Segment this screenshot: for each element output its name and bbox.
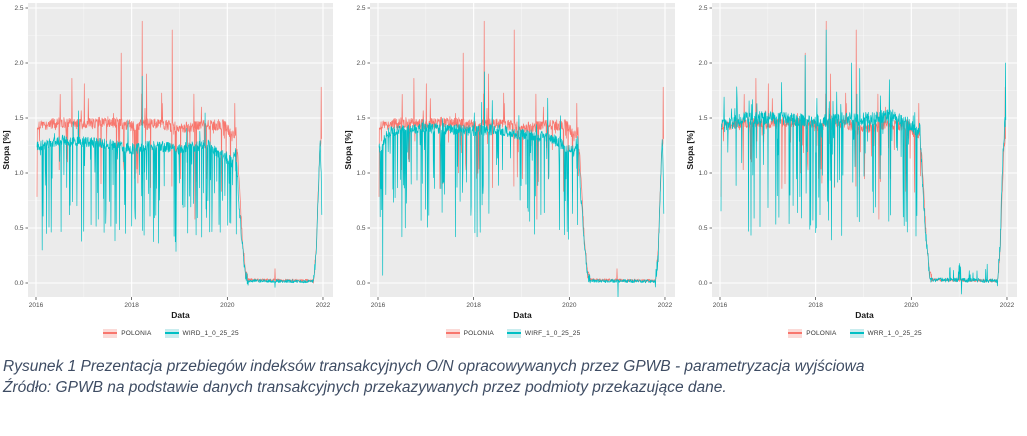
legend-item-polonia: POLONIA xyxy=(103,328,152,338)
y-tick-label: 2.0 xyxy=(356,60,365,67)
series-line-polonia xyxy=(36,20,323,284)
y-tick-label: 1.5 xyxy=(698,115,707,122)
chart-1-plot: 2016 2018 2020 2022 0.0 0.5 1.0 1.5 2.0 2.5 Data St… xyxy=(1,3,333,320)
chart-3: 2016 2018 2020 2022 0.0 0.5 1.0 1.5 2.0 2.5 Data St… xyxy=(684,0,1026,342)
series-line-wrr_1_0_25_25 xyxy=(720,29,1007,295)
x-tick-label: 2022 xyxy=(658,302,673,309)
chart-2-plot: 2016 2018 2020 2022 0.0 0.5 1.0 1.5 2.0 2.5 Data St… xyxy=(343,3,675,320)
caption-line-1: Rysunek 1 Prezentacja przebiegów indeksó… xyxy=(3,358,865,375)
x-tick-label: 2016 xyxy=(29,302,44,309)
y-tick-label: 1.0 xyxy=(698,170,707,177)
y-tick-label: 2.5 xyxy=(14,5,23,12)
y-tick-label: 2.0 xyxy=(14,60,23,67)
x-axis-title: Data xyxy=(855,310,874,320)
y-axis-title: Stopa [%] xyxy=(1,130,11,169)
legend-item-wrr_1_0_25_25: WRR_1_0_25_25 xyxy=(849,328,922,338)
charts-row: 2016 2018 2020 2022 0.0 0.5 1.0 1.5 2.0 2.5 Data St… xyxy=(0,0,1026,342)
legend-label: WIRD_1_0_25_25 xyxy=(182,329,239,337)
y-axis-title: Stopa [%] xyxy=(685,130,695,169)
legend-item-polonia: POLONIA xyxy=(788,328,837,338)
legend-label: WRR_1_0_25_25 xyxy=(867,329,922,337)
legend-label: POLONIA xyxy=(121,329,152,337)
series-line-wird_1_0_25_25 xyxy=(36,75,323,288)
x-tick-label: 2016 xyxy=(713,302,728,309)
legend-key-icon xyxy=(445,328,460,338)
x-tick-label: 2020 xyxy=(904,302,919,309)
y-tick-label: 0.5 xyxy=(356,225,365,232)
legend-item-wirf_1_0_25_25: WIRF_1_0_25_25 xyxy=(506,328,581,338)
x-tick-label: 2020 xyxy=(562,302,577,309)
x-tick-label: 2022 xyxy=(316,302,331,309)
legend-key-icon xyxy=(103,328,118,338)
y-tick-label: 2.5 xyxy=(698,5,707,12)
y-tick-label: 0.0 xyxy=(698,280,707,287)
y-tick-label: 1.5 xyxy=(356,115,365,122)
y-tick-label: 1.0 xyxy=(356,170,365,177)
figure: 2016 2018 2020 2022 0.0 0.5 1.0 1.5 2.0 2.5 Data St… xyxy=(0,0,1027,398)
figure-caption: Rysunek 1 Prezentacja przebiegów indeksó… xyxy=(3,356,1027,398)
y-axis-title: Stopa [%] xyxy=(343,130,353,169)
caption-line-2: Źródło: GPWB na podstawie danych transak… xyxy=(3,379,727,396)
y-tick-label: 0.5 xyxy=(698,225,707,232)
legend-label: POLONIA xyxy=(463,329,494,337)
y-tick-label: 1.0 xyxy=(14,170,23,177)
legend: POLONIA WRR_1_0_25_25 xyxy=(684,324,1026,342)
x-tick-label: 2018 xyxy=(808,302,823,309)
x-tick-label: 2022 xyxy=(1000,302,1015,309)
chart-2: 2016 2018 2020 2022 0.0 0.5 1.0 1.5 2.0 2.5 Data St… xyxy=(342,0,684,342)
legend-item-polonia: POLONIA xyxy=(445,328,494,338)
legend-key-icon xyxy=(164,328,179,338)
x-axis-title: Data xyxy=(513,310,532,320)
legend: POLONIA WIRF_1_0_25_25 xyxy=(342,324,684,342)
legend-label: POLONIA xyxy=(806,329,837,337)
legend-key-icon xyxy=(788,328,803,338)
y-tick-label: 2.0 xyxy=(698,60,707,67)
x-tick-label: 2018 xyxy=(124,302,139,309)
series-line-wirf_1_0_25_25 xyxy=(378,71,665,297)
x-tick-label: 2018 xyxy=(466,302,481,309)
chart-1: 2016 2018 2020 2022 0.0 0.5 1.0 1.5 2.0 2.5 Data St… xyxy=(0,0,342,342)
y-tick-label: 0.0 xyxy=(14,280,23,287)
legend-label: WIRF_1_0_25_25 xyxy=(524,329,581,337)
x-tick-label: 2020 xyxy=(220,302,235,309)
y-tick-label: 2.5 xyxy=(356,5,365,12)
y-tick-label: 0.0 xyxy=(356,280,365,287)
legend-item-wird_1_0_25_25: WIRD_1_0_25_25 xyxy=(164,328,239,338)
legend-key-icon xyxy=(849,328,864,338)
y-tick-label: 1.5 xyxy=(14,115,23,122)
x-tick-label: 2016 xyxy=(371,302,386,309)
y-tick-label: 0.5 xyxy=(14,225,23,232)
chart-3-plot: 2016 2018 2020 2022 0.0 0.5 1.0 1.5 2.0 2.5 Data St… xyxy=(685,3,1017,320)
legend: POLONIA WIRD_1_0_25_25 xyxy=(0,324,342,342)
x-axis-title: Data xyxy=(171,310,190,320)
legend-key-icon xyxy=(506,328,521,338)
